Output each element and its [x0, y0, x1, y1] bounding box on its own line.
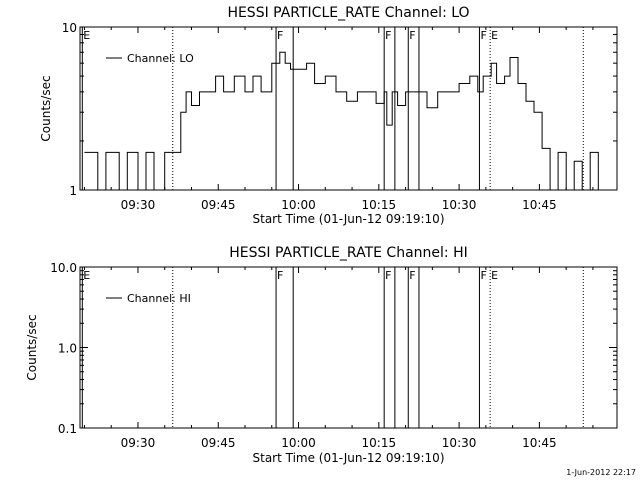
hi-x-tick-label: 10:30 [442, 436, 477, 450]
hi-flag-label: F [409, 269, 415, 282]
hi-flag-label: E [491, 269, 498, 282]
hi-x-axis-label: Start Time (01-Jun-12 09:19:10) [253, 451, 445, 465]
lo-x-tick-label: 10:30 [442, 198, 477, 212]
lo-series-line [84, 51, 607, 191]
hi-y-tick-label: 10.0 [50, 261, 77, 275]
lo-x-tick-label: 10:15 [362, 198, 397, 212]
hi-x-tick-label: 10:15 [362, 436, 397, 450]
lo-flag-label: F [409, 29, 415, 42]
lo-x-axis-label: Start Time (01-Jun-12 09:19:10) [253, 212, 445, 226]
hi-x-tick-label: 10:00 [281, 436, 316, 450]
lo-flag-label: E [491, 29, 498, 42]
hi-x-tick-label: 10:45 [522, 436, 557, 450]
hi-y-tick-label: 1.0 [58, 342, 77, 356]
hi-x-tick-label: 09:45 [201, 436, 236, 450]
hi-flag-label: F [277, 269, 283, 282]
lo-chart-title: HESSI PARTICLE_RATE Channel: LO [227, 5, 469, 21]
hi-flag-label: E [83, 269, 90, 282]
hi-y-tick-label: 0.1 [58, 422, 77, 436]
lo-y-tick-label: 10 [62, 21, 77, 35]
hi-flag-label: F [480, 269, 486, 282]
lo-flag-label: F [480, 29, 486, 42]
lo-plot-frame [79, 26, 618, 191]
lo-flag-label: E [83, 29, 90, 42]
hi-flag-label: F [385, 269, 391, 282]
hi-y-axis-label: Counts/sec [25, 314, 39, 380]
hi-x-tick-label: 09:30 [121, 436, 156, 450]
lo-x-tick-label: 10:45 [522, 198, 557, 212]
footer-timestamp: 1-Jun-2012 22:17 [566, 468, 636, 477]
lo-y-tick-label: 1 [69, 184, 77, 198]
lo-flag-label: F [277, 29, 283, 42]
lo-y-axis-label: Counts/sec [39, 75, 53, 141]
lo-x-tick-label: 10:00 [281, 198, 316, 212]
lo-x-tick-label: 09:30 [121, 198, 156, 212]
lo-flag-label: F [385, 29, 391, 42]
hi-chart-title: HESSI PARTICLE_RATE Channel: HI [229, 245, 467, 261]
lo-x-tick-label: 09:45 [201, 198, 236, 212]
hi-legend-label: Channel: HI [127, 292, 191, 305]
lo-legend-label: Channel: LO [127, 52, 194, 65]
